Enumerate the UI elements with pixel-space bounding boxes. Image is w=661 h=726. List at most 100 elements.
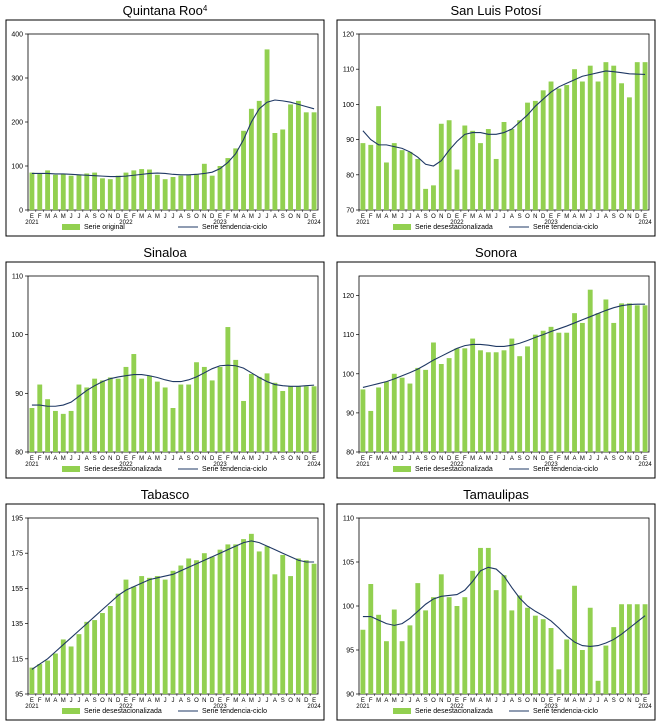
bar [470, 130, 476, 210]
year-label: 2024 [638, 462, 652, 468]
panel-san-luis-potosi: San Luis Potosí 70 80 90 100 110 120 E F M A M J J A S O… [331, 0, 661, 242]
bar [147, 375, 152, 452]
y-tick-label: 115 [12, 656, 23, 663]
bar [170, 570, 176, 694]
x-tick-label: M [139, 214, 144, 220]
bar [162, 179, 168, 210]
x-tick-label: A [604, 698, 608, 704]
x-tick-label: J [597, 698, 600, 704]
bar [194, 560, 199, 694]
x-tick-label: J [258, 698, 261, 704]
bar [288, 104, 293, 210]
bar [241, 539, 246, 694]
bar [446, 597, 452, 694]
bar [178, 384, 184, 452]
x-tick-label: S [424, 214, 428, 220]
x-tick-label: O [431, 214, 436, 220]
bar [493, 158, 499, 210]
x-tick-label: S [424, 698, 428, 704]
x-tick-label: S [93, 456, 97, 462]
x-tick-label: J [597, 214, 600, 220]
x-tick-label: O [525, 456, 530, 462]
x-tick-label: J [164, 456, 167, 462]
bar [603, 62, 609, 210]
bar [29, 667, 35, 694]
bar [360, 629, 366, 694]
legend-bar-swatch [62, 466, 80, 472]
bar [29, 172, 35, 210]
bar [248, 373, 254, 452]
bar [147, 577, 152, 694]
bar [532, 100, 538, 210]
bar [288, 576, 293, 694]
x-tick-label: N [202, 214, 206, 220]
bar [264, 49, 270, 211]
x-tick-label: F [369, 456, 373, 462]
x-tick-label: S [518, 698, 522, 704]
bar [446, 358, 452, 452]
x-tick-label: E [643, 698, 647, 704]
bar [76, 384, 82, 452]
x-tick-label: D [635, 456, 640, 462]
x-tick-label: N [439, 698, 443, 704]
x-tick-label: E [30, 698, 34, 704]
x-tick-label: J [503, 456, 506, 462]
x-tick-label: A [478, 698, 482, 704]
x-tick-label: M [155, 456, 160, 462]
bar [92, 378, 98, 452]
bar [384, 162, 389, 210]
bar [391, 373, 397, 452]
bar [423, 188, 429, 210]
x-tick-label: E [312, 214, 316, 220]
y-tick-label: 95 [346, 648, 354, 655]
x-tick-label: E [124, 214, 128, 220]
bar [595, 680, 601, 694]
x-tick-label: J [495, 698, 498, 704]
bar [509, 610, 515, 694]
year-label: 2023 [213, 462, 227, 468]
bar [131, 170, 137, 210]
x-tick-label: M [564, 698, 569, 704]
bar [619, 83, 624, 210]
x-tick-label: F [132, 698, 136, 704]
x-tick-label: S [281, 456, 285, 462]
year-label: 2021 [25, 220, 39, 226]
bar [462, 125, 468, 210]
x-tick-label: E [643, 214, 647, 220]
x-tick-label: F [369, 214, 373, 220]
bar [579, 650, 585, 694]
bar [564, 639, 570, 694]
x-tick-label: J [172, 698, 175, 704]
x-tick-label: J [266, 214, 269, 220]
panel-quintana-roo: Quintana Roo4 0 100 200 300 400 E F M A M J J A S O N D E F… [0, 0, 330, 242]
x-tick-label: M [45, 698, 50, 704]
x-tick-label: F [369, 698, 373, 704]
x-tick-label: A [179, 698, 183, 704]
x-tick-label: A [384, 214, 388, 220]
bar [431, 342, 436, 452]
legend-bar-label: Serie desestacionalizada [84, 466, 162, 473]
bar [611, 627, 617, 694]
x-tick-label: M [580, 214, 585, 220]
x-tick-label: J [258, 456, 261, 462]
y-tick-label: 90 [346, 692, 354, 699]
bar [60, 413, 66, 452]
x-tick-label: N [533, 456, 537, 462]
bar [564, 85, 570, 210]
legend-bar-label: Serie desestacionalizada [415, 708, 493, 715]
x-tick-label: N [439, 214, 443, 220]
bar [415, 367, 421, 452]
x-tick-label: M [376, 698, 381, 704]
bar [517, 120, 523, 210]
bar [572, 69, 577, 210]
bar [186, 174, 192, 210]
x-tick-label: A [573, 698, 577, 704]
bar [423, 369, 429, 452]
bar [501, 575, 507, 694]
bar [76, 174, 82, 210]
year-label: 2024 [307, 220, 321, 226]
bar [264, 373, 270, 452]
year-label: 2022 [450, 462, 464, 468]
x-tick-label: O [194, 214, 199, 220]
bar [60, 639, 66, 694]
